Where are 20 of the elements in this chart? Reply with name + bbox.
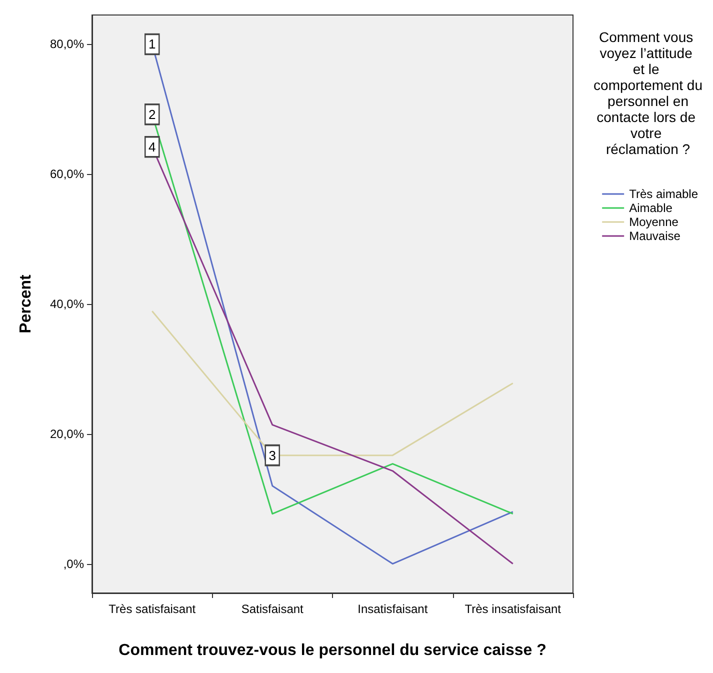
x-axis-title: Comment trouvez-vous le personnel du service caisse ? [118, 642, 546, 659]
y-tick-label: 60,0% [50, 167, 84, 182]
x-tick-label: Insatisfaisant [358, 602, 428, 616]
y-tick-label: 80,0% [50, 37, 84, 52]
legend-label: Très aimable [629, 187, 698, 201]
y-tick-label: 40,0% [50, 297, 84, 311]
legend-label: Mauvaise [629, 229, 681, 243]
annotation: 4 [148, 139, 156, 154]
annotation: 1 [148, 36, 156, 52]
x-tick-label: Très satisfaisant [108, 602, 196, 616]
y-tick-label: 20,0% [50, 426, 84, 441]
annotation: 2 [148, 106, 156, 122]
y-tick-label: ,0% [63, 556, 84, 571]
x-tick-label: Satisfaisant [241, 602, 304, 616]
legend-label: Aimable [629, 201, 673, 215]
x-tick-label: Très insatisfaisant [464, 602, 562, 616]
legend-label: Moyenne [629, 215, 679, 229]
y-axis-title: Percent [18, 274, 34, 334]
legend-title: Comment vous voyez l’attitude et le comportement du personnel en contacte lors de votre réclamation ? [594, 29, 702, 157]
annotation: 3 [268, 448, 276, 463]
